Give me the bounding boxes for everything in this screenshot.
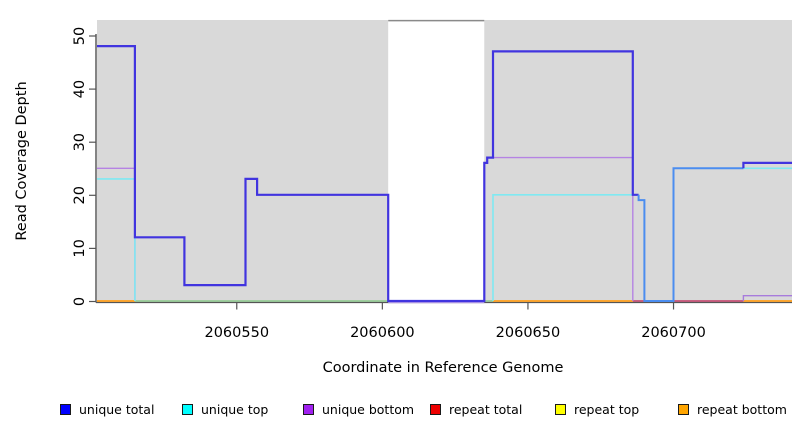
legend-label: repeat total: [449, 401, 523, 417]
legend-label: repeat bottom: [697, 401, 787, 417]
legend-swatch-icon: [182, 403, 193, 415]
series-line-unique-total-main: [97, 44, 639, 303]
legend-swatch-icon: [555, 403, 566, 415]
y-tick-label-0: 0: [72, 297, 88, 306]
legend-swatch-icon: [678, 403, 689, 415]
legend-swatch-icon: [430, 403, 441, 415]
x-tick-label-2060550: 2060550: [204, 325, 269, 341]
legend-label: unique total: [79, 401, 155, 417]
legend-item-unique-bottom: unique bottom: [303, 401, 414, 417]
y-tick-label-40: 40: [72, 80, 88, 98]
series-line-unique-top-mid: [492, 194, 633, 301]
x-axis-title: Coordinate in Reference Genome: [322, 360, 564, 376]
shaded-region-1: [484, 20, 792, 302]
legend-label: repeat top: [574, 401, 640, 417]
y-tick-label-10: 10: [72, 239, 88, 257]
legend-item-repeat-top: repeat top: [555, 401, 639, 417]
legend: unique total unique top unique bottom repea…: [0, 401, 792, 419]
legend-swatch-icon: [60, 403, 71, 415]
series-line-unique-total-overlap: [637, 167, 744, 302]
shaded-region-0: [97, 20, 389, 302]
x-tick-label-2060650: 2060650: [496, 325, 561, 341]
x-tick-label-2060600: 2060600: [350, 325, 415, 341]
series-line-unique-bottom-right: [742, 295, 792, 301]
y-axis-title: Read Coverage Depth: [14, 81, 30, 241]
y-tick-label-50: 50: [72, 27, 88, 45]
legend-swatch-icon: [303, 403, 314, 415]
legend-label: unique bottom: [322, 401, 415, 417]
y-tick-label-20: 20: [72, 186, 88, 204]
legend-item-repeat-bottom: repeat bottom: [678, 401, 787, 417]
legend-item-repeat-total: repeat total: [430, 401, 522, 417]
legend-item-unique-top: unique top: [182, 401, 268, 417]
y-tick-label-30: 30: [72, 133, 88, 151]
series-line-unique-total-right: [742, 161, 792, 169]
x-tick-label-2060700: 2060700: [641, 325, 706, 341]
legend-label: unique top: [201, 401, 269, 417]
legend-item-unique-total: unique total: [60, 401, 154, 417]
